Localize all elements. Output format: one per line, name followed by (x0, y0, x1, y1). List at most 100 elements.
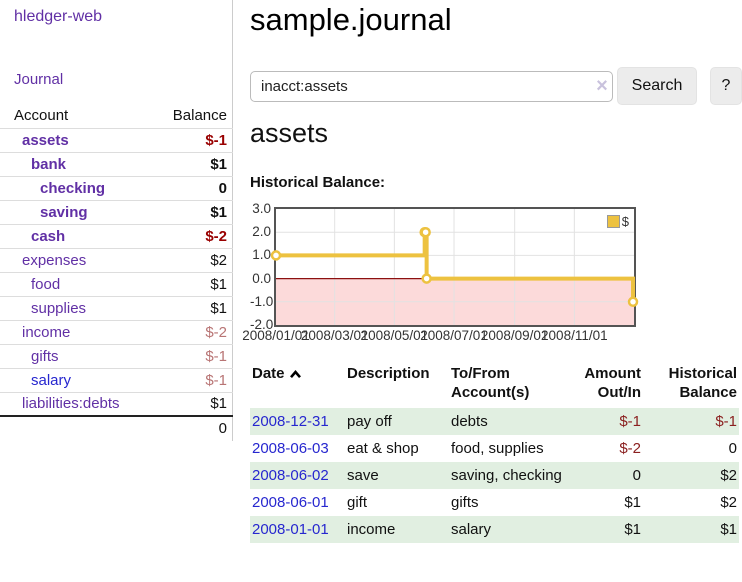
transaction-row: 2008-01-01incomesalary$1$1 (250, 516, 739, 543)
search-input[interactable] (250, 71, 613, 102)
account-link[interactable]: gifts (31, 348, 59, 365)
transaction-accounts: saving, checking (449, 462, 567, 489)
account-link[interactable]: bank (31, 156, 66, 173)
account-link[interactable]: checking (40, 180, 105, 197)
y-tick-label: 2.0 (250, 224, 271, 240)
account-balance: $-2 (155, 224, 233, 248)
accounts-table-header-row: Account Balance (0, 103, 233, 128)
account-link[interactable]: expenses (22, 252, 86, 269)
account-row: gifts $-1 (0, 344, 233, 368)
transaction-accounts: food, supplies (449, 435, 567, 462)
accounts-table-body: assets$-1bank$1checking0saving$1cash$-2e… (0, 128, 233, 416)
app-title-link[interactable]: hledger-web (14, 8, 102, 26)
transaction-amount: $1 (567, 489, 643, 516)
account-balance: $2 (155, 248, 233, 272)
transaction-amount: $-2 (567, 435, 643, 462)
account-balance: $-1 (155, 344, 233, 368)
account-row: checking 0 (0, 176, 233, 200)
transaction-date-link[interactable]: 2008-06-03 (252, 440, 329, 457)
account-row: cash $-2 (0, 224, 233, 248)
account-balance: $1 (155, 152, 233, 176)
account-row: liabilities:debts $1 (0, 392, 233, 416)
chart-plot-area: $ (274, 207, 636, 327)
chart-canvas (276, 209, 634, 325)
account-link[interactable]: salary (31, 372, 71, 389)
search-form: × Search ? (250, 67, 742, 107)
account-balance: 0 (155, 176, 233, 200)
clear-search-icon[interactable]: × (592, 75, 612, 97)
account-row: salary $-1 (0, 368, 233, 392)
transaction-accounts: debts (449, 408, 567, 435)
data-point-marker (422, 228, 430, 236)
help-button[interactable]: ? (710, 67, 742, 105)
account-row: saving$1 (0, 200, 233, 224)
transaction-amount: $1 (567, 516, 643, 543)
account-heading: assets (250, 118, 328, 149)
account-row: supplies $1 (0, 296, 233, 320)
accounts-header-account: Account (0, 103, 155, 128)
account-link[interactable]: liabilities:debts (22, 395, 120, 412)
register-header-date[interactable]: Date (250, 362, 345, 408)
y-tick-label: 0.0 (250, 271, 271, 287)
data-point-marker (629, 298, 637, 306)
data-point-marker (272, 251, 280, 259)
data-point-marker (423, 275, 431, 283)
account-link[interactable]: assets (22, 132, 69, 149)
account-link[interactable]: income (22, 324, 70, 341)
account-balance: $1 (155, 392, 233, 416)
transaction-date-link[interactable]: 2008-12-31 (252, 413, 329, 430)
account-link[interactable]: supplies (31, 300, 86, 317)
x-tick-label: 2008/01/01 (242, 328, 310, 343)
accounts-total-spacer (0, 416, 155, 440)
transaction-description: pay off (345, 408, 449, 435)
transaction-row: 2008-06-02savesaving, checking0$2 (250, 462, 739, 489)
transaction-description: eat & shop (345, 435, 449, 462)
y-tick-label: 1.0 (250, 247, 271, 263)
x-tick-label: 2008/05/01 (361, 328, 429, 343)
sidebar-item-journal[interactable]: Journal (14, 71, 63, 88)
transaction-accounts: salary (449, 516, 567, 543)
account-link[interactable]: saving (40, 204, 88, 221)
accounts-total-row: 0 (0, 416, 233, 440)
account-balance: $-1 (155, 128, 233, 152)
x-tick-label: 2008/09/01 (481, 328, 549, 343)
accounts-header-balance: Balance (155, 103, 233, 128)
account-link[interactable]: cash (31, 228, 65, 245)
account-balance: $1 (155, 272, 233, 296)
x-tick-label: 2008/07/01 (420, 328, 488, 343)
x-tick-label: 2008/03/01 (301, 328, 369, 343)
register-header-amount: Amount Out/In (567, 362, 643, 408)
chart-legend: $ (606, 213, 630, 230)
account-balance: $-1 (155, 368, 233, 392)
y-tick-label: -1.0 (250, 294, 271, 310)
transaction-description: income (345, 516, 449, 543)
historical-balance-chart: 3.02.01.00.0-1.0-2.0 $ 2008/01/012008/03… (250, 200, 742, 350)
transaction-amount: $-1 (567, 408, 643, 435)
transaction-row: 2008-06-03eat & shopfood, supplies$-20 (250, 435, 739, 462)
register-header-balance: Historical Balance (643, 362, 739, 408)
x-tick-label: 2008/11/01 (541, 328, 608, 343)
account-row: assets $-1 (0, 128, 233, 152)
account-row: bank $1 (0, 152, 233, 176)
register-header-row: Date Description To/From Account(s) Amou… (250, 362, 739, 408)
register-header-accounts: To/From Account(s) (449, 362, 567, 408)
sort-ascending-icon (289, 369, 302, 379)
transaction-date-link[interactable]: 2008-06-01 (252, 494, 329, 511)
transaction-balance: $1 (643, 516, 739, 543)
register-table-body: 2008-12-31pay offdebts$-1$-12008-06-03ea… (250, 408, 739, 543)
transaction-description: gift (345, 489, 449, 516)
legend-swatch-icon (607, 215, 620, 228)
transaction-date-link[interactable]: 2008-06-02 (252, 467, 329, 484)
transaction-row: 2008-12-31pay offdebts$-1$-1 (250, 408, 739, 435)
accounts-total-value: 0 (155, 416, 233, 440)
search-button[interactable]: Search (617, 67, 697, 105)
account-balance: $-2 (155, 320, 233, 344)
transaction-balance: $2 (643, 489, 739, 516)
transaction-balance: $2 (643, 462, 739, 489)
account-balance: $1 (155, 296, 233, 320)
account-row: income $-2 (0, 320, 233, 344)
page-title: sample.journal (250, 2, 452, 38)
sidebar: hledger-web Journal Account Balance asse… (0, 0, 233, 441)
transaction-date-link[interactable]: 2008-01-01 (252, 521, 329, 538)
account-link[interactable]: food (31, 276, 60, 293)
